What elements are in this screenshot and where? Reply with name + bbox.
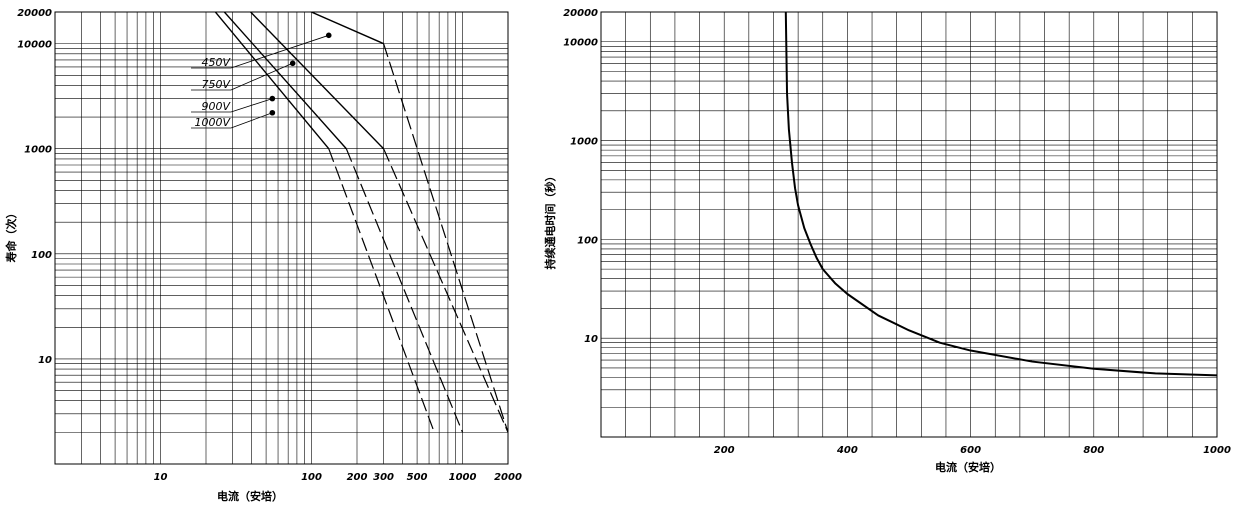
left-chart-x-tick: 100 (301, 472, 322, 483)
duration-curve (784, 11, 1218, 377)
life-curve-dashed-450V (383, 43, 508, 433)
voltage-leader-line (230, 62, 293, 91)
left-chart-series: 450V 750V 900V 1000V (191, 12, 508, 433)
life-curve-dashed-750V (383, 148, 508, 433)
left-chart-x-tick: 500 (407, 472, 428, 483)
right-chart-x-tick: 400 (836, 445, 858, 456)
right-chart-tick-labels: 200 400 600 800 1000 10 100 1000 10000 20000 (563, 8, 1231, 456)
right-chart-frame (600, 11, 1218, 438)
left-chart-x-tick: 1000 (449, 472, 477, 483)
voltage-leader-line (230, 34, 329, 69)
right-chart-x-tick: 1000 (1203, 445, 1231, 456)
right-chart-y-tick: 20000 (563, 8, 598, 19)
right-chart-x-tick: 800 (1083, 445, 1104, 456)
right-chart-grid (600, 11, 1218, 438)
right-chart-y-tick: 10000 (563, 38, 598, 49)
left-chart-x-label: 电流（安培） (217, 489, 283, 503)
life-curve-solid-750V (249, 12, 385, 150)
right-chart-y-tick: 100 (577, 235, 598, 246)
right-chart-y-tick: 10 (584, 334, 598, 345)
life-curve-solid-1000V (214, 12, 330, 150)
voltage-leader-line (230, 98, 273, 113)
left-chart-grid (54, 11, 509, 465)
left-chart-x-tick: 2000 (494, 472, 522, 483)
right-chart-y-tick: 1000 (570, 137, 598, 148)
left-chart-y-tick: 10 (38, 355, 52, 366)
right-chart-y-label: 持续通电时间（秒） (543, 171, 557, 270)
voltage-label-900V: 900V (201, 100, 231, 113)
left-chart-y-label: 寿命（次） (4, 208, 18, 263)
right-chart-x-tick: 200 (714, 445, 735, 456)
life-curve-dashed-1000V (328, 148, 435, 433)
life-curve-dashed-900V (345, 148, 464, 433)
left-chart-y-tick: 1000 (24, 145, 52, 156)
voltage-leader-line (230, 112, 273, 129)
life-curve-solid-450V (309, 12, 384, 45)
curve-marker-450V (325, 32, 332, 39)
left-chart-y-tick: 20000 (17, 8, 52, 19)
left-chart-x-tick: 300 (373, 472, 394, 483)
left-chart-y-tick: 100 (31, 250, 52, 261)
left-chart-tick-labels: 10 100 200 300 500 1000 2000 10 100 1000 10000 2000… (17, 8, 522, 483)
voltage-label-1000V: 1000V (194, 116, 231, 129)
left-chart-x-tick: 200 (347, 472, 368, 483)
voltage-label-450V: 450V (201, 56, 231, 69)
left-chart-frame (54, 11, 509, 465)
voltage-label-750V: 750V (201, 78, 231, 91)
life-curve-solid-900V (223, 12, 347, 150)
left-chart-y-tick: 10000 (17, 40, 52, 51)
right-chart-series (784, 11, 1218, 377)
left-chart-x-tick: 10 (154, 472, 168, 483)
right-chart-x-tick: 600 (960, 445, 981, 456)
left-chart-series-area (214, 12, 508, 433)
right-chart-x-label: 电流（安培） (935, 460, 1001, 474)
